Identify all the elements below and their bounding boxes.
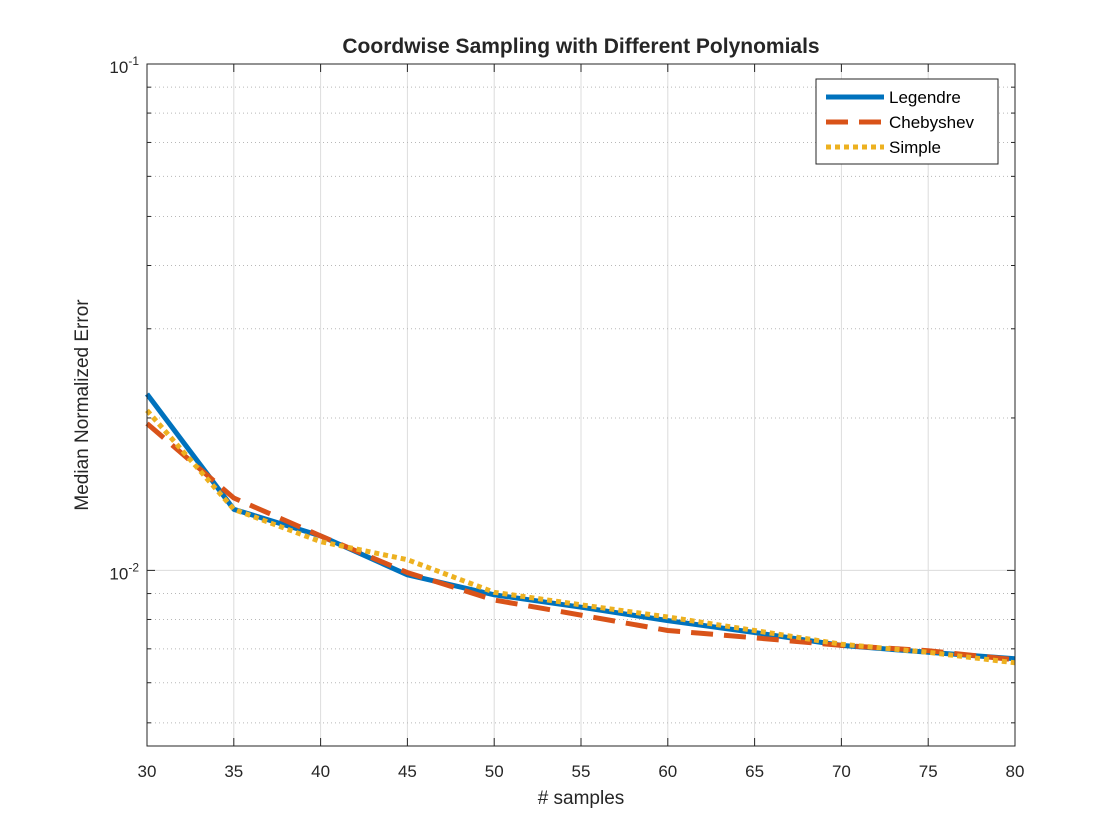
legend-label-simple: Simple <box>889 138 941 157</box>
x-tick-label: 60 <box>658 762 677 781</box>
y-tick-label: 10-1 <box>109 54 139 77</box>
series-line-simple <box>145 408 1016 666</box>
x-tick-label: 70 <box>832 762 851 781</box>
x-tick-label: 35 <box>224 762 243 781</box>
legend: Legendre Chebyshev Simple <box>815 78 999 165</box>
x-tick-label: 50 <box>485 762 504 781</box>
y-tick-base: 10 <box>109 58 128 77</box>
x-tick-label: 65 <box>745 762 764 781</box>
y-tick-label: 10-2 <box>109 560 139 583</box>
x-axis-label: # samples <box>538 788 625 809</box>
series-lines <box>145 392 1016 666</box>
legend-label-chebyshev: Chebyshev <box>889 113 975 132</box>
x-tick-label: 40 <box>311 762 330 781</box>
legend-label-legendre: Legendre <box>889 88 961 107</box>
y-axis-label: Median Normalized Error <box>72 299 93 511</box>
x-tick-label: 55 <box>572 762 591 781</box>
x-tick-label: 30 <box>138 762 157 781</box>
y-tick-labels: 10-210-1 <box>109 54 139 583</box>
x-tick-label: 80 <box>1006 762 1025 781</box>
x-tick-labels: 30 35 40 45 50 55 60 65 70 75 80 <box>138 762 1025 781</box>
x-tick-label: 75 <box>919 762 938 781</box>
axis-ticks <box>146 63 1016 746</box>
y-tick-base: 10 <box>109 564 128 583</box>
y-tick-exponent: -2 <box>128 560 139 574</box>
legend-entries: Legendre Chebyshev Simple <box>826 88 975 157</box>
y-tick-exponent: -1 <box>128 54 139 68</box>
x-tick-label: 45 <box>398 762 417 781</box>
chart-title: Coordwise Sampling with Different Polyno… <box>342 35 819 58</box>
